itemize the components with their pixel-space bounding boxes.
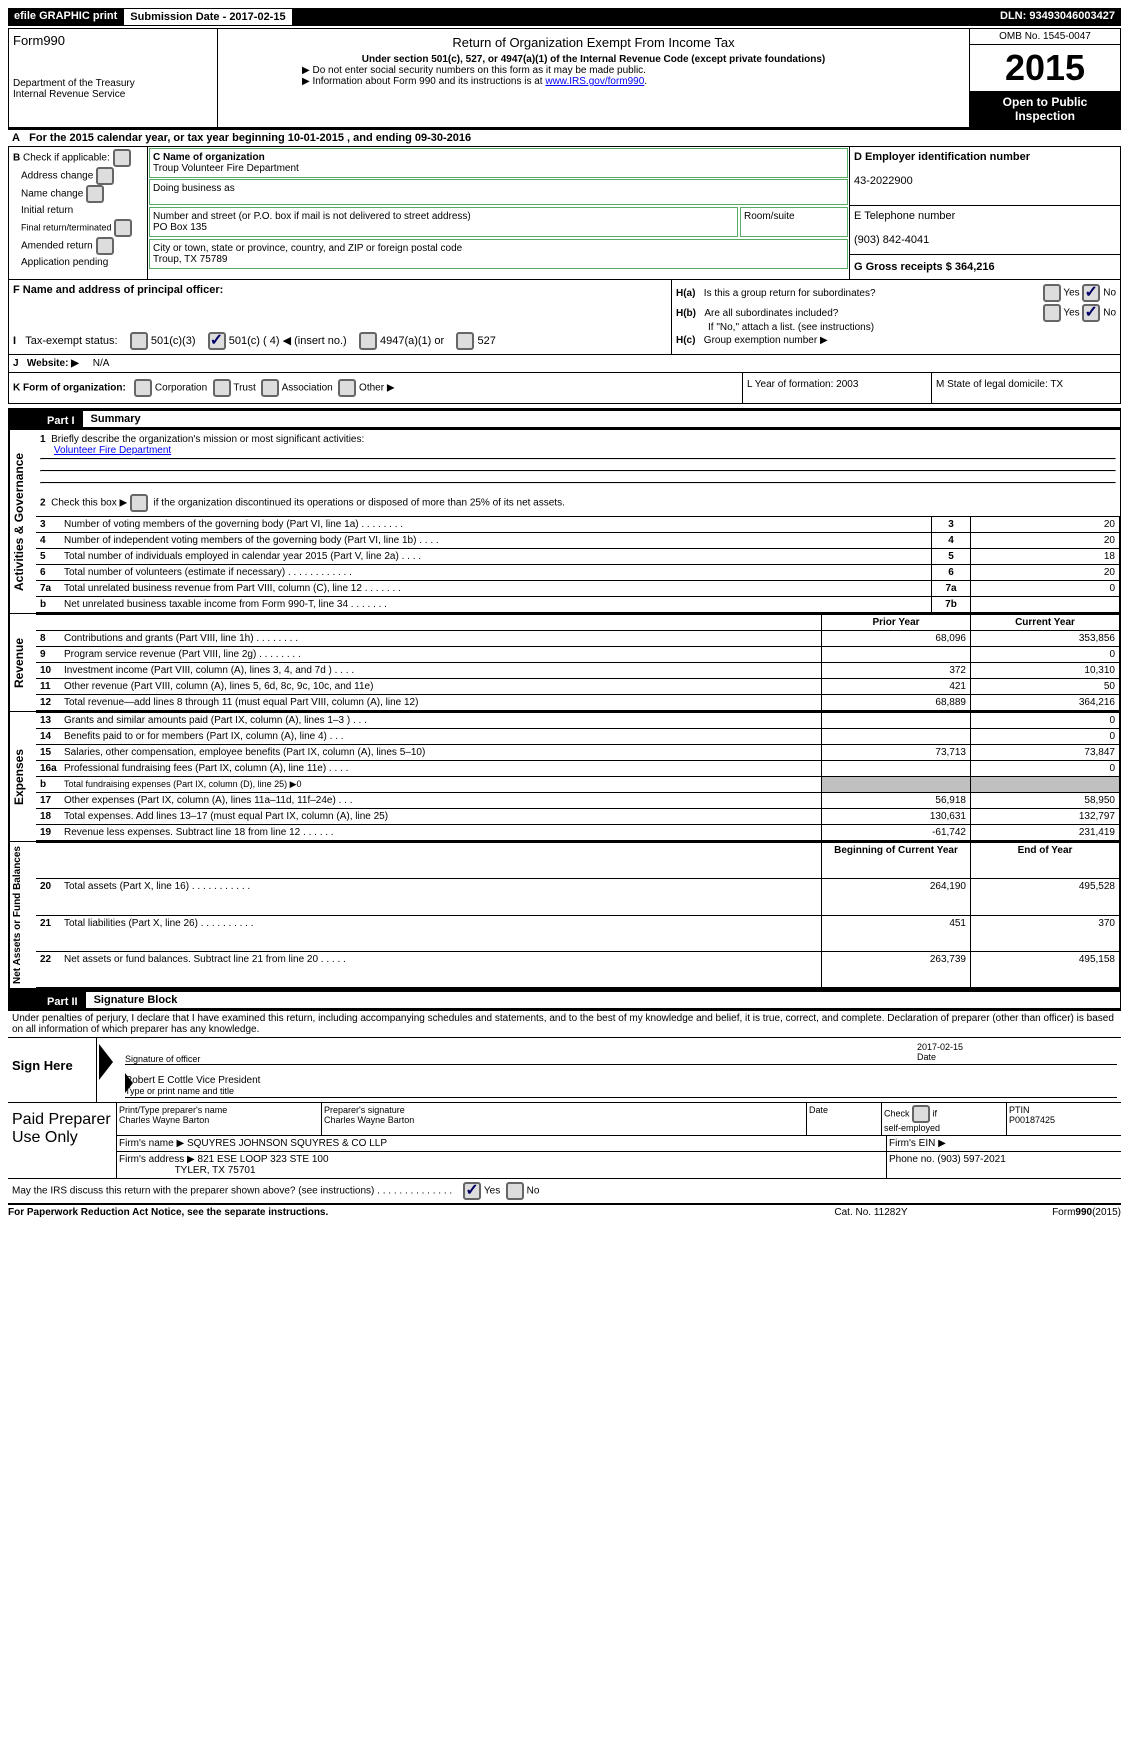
- room-box: Room/suite: [740, 207, 848, 237]
- entity-info-block: B Check if applicable: Address change Na…: [8, 146, 1121, 279]
- officer-name: Robert E Cottle Vice President: [125, 1075, 260, 1086]
- firm-address: 821 ESE LOOP 323 STE 100: [198, 1154, 329, 1165]
- discuss-no[interactable]: [506, 1182, 524, 1200]
- revenue-label: Revenue: [9, 614, 36, 711]
- open-public: Open to Public Inspection: [970, 91, 1120, 127]
- phone-box: E Telephone number (903) 842-4041: [850, 206, 1120, 255]
- firm-phone: Phone no. (903) 597-2021: [886, 1152, 1121, 1178]
- net-table: Beginning of Current YearEnd of Year 20T…: [36, 842, 1120, 988]
- dln: DLN: 93493046003427: [994, 8, 1121, 26]
- discuss-yes[interactable]: [463, 1182, 481, 1200]
- year-formation: L Year of formation: 2003: [742, 373, 931, 403]
- discuss-line: May the IRS discuss this return with the…: [8, 1179, 1121, 1205]
- phone-value: (903) 842-4041: [854, 234, 929, 246]
- application-pending: Application pending: [21, 257, 108, 268]
- checkbox-applicable[interactable]: [113, 149, 131, 167]
- officer-group-block: F Name and address of principal officer:…: [8, 279, 1121, 355]
- preparer-signature: Charles Wayne Barton: [324, 1115, 414, 1125]
- org-address: PO Box 135: [153, 222, 207, 233]
- expenses-table: 13Grants and similar amounts paid (Part …: [36, 712, 1120, 841]
- revenue-table: Prior YearCurrent Year 8Contributions an…: [36, 614, 1120, 711]
- sig-officer-line: Signature of officer: [125, 1042, 917, 1065]
- part1-title: Summary: [83, 411, 1120, 427]
- part1-header: Part I: [39, 413, 83, 429]
- expenses-section: Expenses 13Grants and similar amounts pa…: [8, 712, 1121, 842]
- irs-label: Internal Revenue Service: [13, 89, 213, 100]
- final-return: Final return/terminated: [21, 223, 112, 233]
- sign-here-block: Sign Here Signature of officer 2017-02-1…: [8, 1037, 1121, 1103]
- sign-date: 2017-02-15: [917, 1042, 963, 1052]
- arrow-icon: [99, 1044, 113, 1080]
- sign-here-label: Sign Here: [8, 1038, 97, 1102]
- org-name: Troup Volunteer Fire Department: [153, 163, 299, 174]
- 501c4-checkbox[interactable]: [208, 332, 226, 350]
- irs-link[interactable]: www.IRS.gov/form990: [545, 76, 644, 87]
- state-domicile: M State of legal domicile: TX: [931, 373, 1120, 403]
- line-klm: K Form of organization: Corporation Trus…: [8, 373, 1121, 404]
- address-change: Address change: [21, 171, 93, 182]
- activities-label: Activities & Governance: [9, 430, 36, 613]
- city-box: City or town, state or province, country…: [149, 239, 848, 269]
- website-value: N/A: [93, 358, 110, 369]
- address-box: Number and street (or P.O. box if mail i…: [149, 207, 738, 237]
- dba-box: Doing business as: [149, 179, 848, 205]
- amended-return: Amended return: [21, 241, 93, 252]
- org-name-box: C Name of organization Troup Volunteer F…: [149, 148, 848, 178]
- firm-name: SQUYRES JOHNSON SQUYRES & CO LLP: [187, 1138, 387, 1149]
- form-subtitle: Under section 501(c), 527, or 4947(a)(1)…: [222, 54, 965, 65]
- form-number: Form990: [13, 33, 213, 48]
- hb-no[interactable]: [1082, 304, 1100, 322]
- submission-date: Submission Date - 2017-02-15: [123, 8, 292, 26]
- mission-value[interactable]: Volunteer Fire Department: [54, 445, 171, 456]
- net-label: Net Assets or Fund Balances: [9, 842, 36, 988]
- form-footer: Form990(2015): [971, 1207, 1121, 1218]
- ptin-value: P00187425: [1009, 1115, 1055, 1125]
- efile-label: efile GRAPHIC print: [8, 8, 123, 26]
- part2-header: Part II: [39, 994, 86, 1010]
- activities-governance-section: Activities & Governance 1 Briefly descri…: [8, 430, 1121, 614]
- expenses-label: Expenses: [9, 712, 36, 841]
- form-title: Return of Organization Exempt From Incom…: [222, 35, 965, 50]
- top-bar: efile GRAPHIC print Submission Date - 20…: [8, 8, 1121, 26]
- gross-receipts: G Gross receipts $ 364,216: [850, 255, 1120, 279]
- initial-return: Initial return: [21, 205, 73, 216]
- ein-value: 43-2022900: [854, 175, 913, 187]
- tax-year: 2015: [970, 45, 1120, 91]
- line-a: A For the 2015 calendar year, or tax yea…: [8, 130, 1121, 146]
- info-link-line: ▶ Information about Form 990 and its ins…: [222, 76, 965, 87]
- ein-box: D Employer identification number 43-2022…: [850, 147, 1120, 206]
- net-assets-section: Net Assets or Fund Balances Beginning of…: [8, 842, 1121, 989]
- h-block: H(a) Is this a group return for subordin…: [672, 280, 1120, 354]
- governance-table: 3Number of voting members of the governi…: [36, 516, 1120, 613]
- form-header: Form990 Department of the Treasury Inter…: [8, 28, 1121, 128]
- org-city: Troup, TX 75789: [153, 254, 228, 265]
- paid-preparer-block: Paid Preparer Use Only Print/Type prepar…: [8, 1103, 1121, 1179]
- footer: For Paperwork Reduction Act Notice, see …: [8, 1205, 1121, 1220]
- paid-preparer-label: Paid Preparer Use Only: [8, 1103, 117, 1178]
- part2-title: Signature Block: [86, 992, 1120, 1008]
- name-change: Name change: [21, 189, 83, 200]
- ssn-notice: ▶ Do not enter social security numbers o…: [222, 65, 965, 76]
- perjury-declaration: Under penalties of perjury, I declare th…: [8, 1011, 1121, 1037]
- line-f: F Name and address of principal officer:: [13, 284, 667, 296]
- revenue-section: Revenue Prior YearCurrent Year 8Contribu…: [8, 614, 1121, 712]
- firm-ein: Firm's EIN ▶: [886, 1136, 1121, 1151]
- cat-no: Cat. No. 11282Y: [771, 1207, 971, 1218]
- ha-no[interactable]: [1082, 284, 1100, 302]
- omb-number: OMB No. 1545-0047: [970, 29, 1120, 45]
- preparer-name: Charles Wayne Barton: [119, 1115, 209, 1125]
- line-i: I Tax-exempt status: 501(c)(3) 501(c) ( …: [13, 332, 667, 350]
- line-j: J Website: ▶ N/A: [8, 355, 1121, 373]
- dept-treasury: Department of the Treasury: [13, 78, 213, 89]
